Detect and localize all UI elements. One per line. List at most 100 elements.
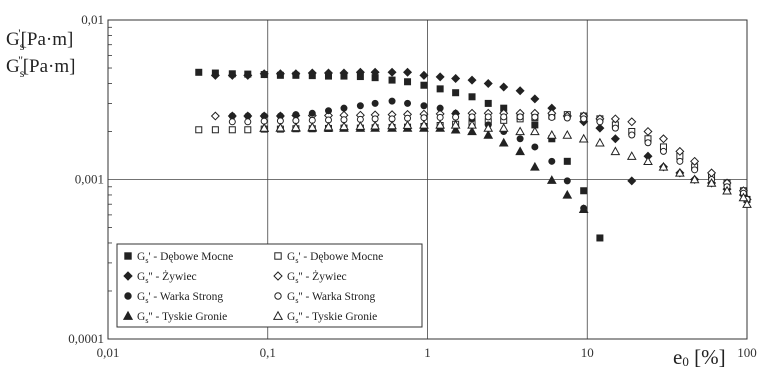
data-point	[484, 99, 492, 107]
data-point	[562, 130, 573, 139]
data-point	[244, 118, 252, 126]
data-point	[227, 70, 237, 80]
data-point	[516, 135, 524, 143]
y2-main: G	[6, 56, 20, 77]
legend-label-text: - Dębowe Mocne	[151, 251, 234, 263]
data-point	[595, 137, 605, 147]
legend-marker-4	[124, 292, 132, 300]
y2-unit: [Pa·m]	[23, 56, 76, 77]
data-point	[580, 115, 588, 123]
data-point	[676, 157, 684, 165]
data-point	[307, 68, 317, 78]
series-5	[228, 113, 751, 203]
data-point	[259, 69, 269, 79]
data-point	[403, 67, 413, 77]
data-point	[722, 185, 732, 195]
legend-entries: Gs' - Dębowe Mocne Gs' - Dębowe MocneGs''…	[122, 251, 383, 325]
data-point	[659, 147, 667, 155]
legend-label-sub: s	[295, 316, 298, 325]
data-point	[291, 122, 301, 132]
legend: Gs' - Dębowe Mocne Gs' - Dębowe MocneGs''…	[116, 243, 423, 328]
data-point	[356, 102, 364, 110]
data-point	[562, 189, 573, 199]
data-point	[643, 126, 653, 136]
legend-label-text: - Dębowe Mocne	[301, 251, 384, 263]
data-point	[243, 70, 253, 80]
y1-sup: '	[18, 26, 20, 40]
y-tick-labels: 0,0001 0,001 0,01	[68, 12, 104, 346]
data-point	[387, 67, 397, 77]
data-point	[643, 156, 653, 166]
data-point	[370, 120, 380, 130]
data-point	[689, 174, 700, 184]
legend-label-1: Gs' - Dębowe Mocne	[287, 251, 383, 265]
x-label-main: e	[673, 345, 682, 367]
data-point	[548, 113, 556, 121]
x-label-sub: 0	[682, 354, 689, 367]
data-point	[404, 99, 412, 107]
data-point	[675, 146, 685, 156]
data-point	[436, 85, 444, 93]
legend-label-0: Gs' - Dębowe Mocne	[137, 251, 233, 265]
x-tick-label-4: 100	[737, 345, 757, 360]
data-point	[244, 112, 252, 120]
data-point	[419, 119, 429, 129]
legend-marker-1	[274, 252, 282, 260]
data-point	[195, 68, 203, 76]
legend-label-main: G	[137, 251, 145, 263]
data-point	[355, 121, 366, 130]
legend-label-text: - Tyskie Gronie	[153, 311, 228, 323]
data-point	[452, 113, 460, 121]
data-point	[228, 118, 236, 126]
data-point	[468, 113, 476, 121]
data-point	[324, 107, 332, 115]
y1-main: G	[6, 29, 20, 50]
data-point	[451, 73, 461, 83]
x-tick-label-1: 0,1	[260, 345, 276, 360]
data-point	[404, 78, 412, 86]
legend-marker-0	[124, 252, 132, 260]
data-point	[610, 114, 620, 124]
data-point	[228, 112, 236, 120]
legend-label-prime: '	[148, 291, 150, 303]
data-point	[596, 118, 604, 126]
data-point	[530, 161, 540, 171]
data-point	[500, 113, 508, 121]
data-point	[292, 111, 300, 119]
data-point	[484, 113, 492, 121]
y-axis-label: Gs'[Pa·m] Gs''[Pa·m]	[6, 26, 76, 80]
legend-label-4: Gs' - Warka Strong	[137, 291, 223, 305]
data-point	[483, 130, 494, 139]
data-point	[420, 114, 428, 122]
data-point	[563, 114, 571, 122]
legend-label-text: - Tyskie Gronie	[303, 311, 378, 323]
data-point	[530, 94, 540, 104]
data-point	[499, 82, 509, 92]
data-point	[546, 175, 557, 184]
legend-box	[116, 243, 423, 328]
data-point	[516, 113, 524, 121]
data-point	[531, 113, 539, 121]
data-point	[531, 143, 539, 151]
data-point	[563, 157, 571, 165]
data-point	[420, 81, 428, 89]
legend-label-sub: s	[145, 256, 148, 265]
legend-label-main: G	[137, 271, 145, 283]
legend-label-6: Gs'' - Tyskie Gronie	[137, 311, 227, 325]
data-point	[467, 126, 477, 136]
data-point	[546, 130, 557, 139]
legend-label-text: - Warka Strong	[151, 291, 224, 303]
data-point	[371, 99, 379, 107]
data-point	[308, 109, 316, 117]
y2-sub: s	[20, 66, 25, 80]
data-point	[515, 146, 525, 156]
data-point	[675, 167, 685, 177]
data-point	[228, 126, 236, 134]
legend-label-text: - Żywiec	[153, 269, 197, 283]
data-point	[738, 192, 749, 202]
legend-label-sub: s	[295, 296, 298, 305]
data-point	[340, 104, 348, 112]
data-point	[498, 137, 509, 147]
data-point	[691, 166, 699, 174]
